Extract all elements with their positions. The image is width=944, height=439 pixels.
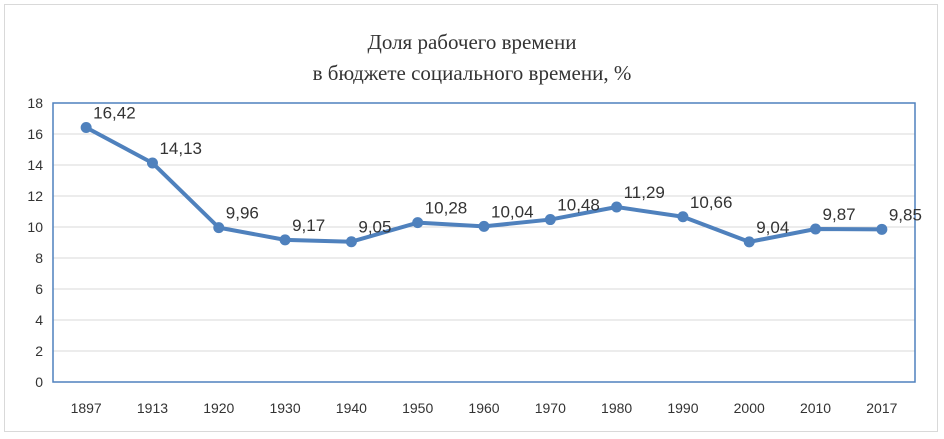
data-label: 10,66	[690, 193, 733, 212]
data-point	[279, 234, 291, 246]
chart-title-line-2: в бюджете социального времени, %	[312, 61, 632, 85]
data-point	[677, 211, 689, 223]
line-chart: 0 2 4 6 8 10 12 14 16 18 1897 1913 1920 1930 1940 1950 1…	[27, 95, 922, 416]
y-tick-label: 12	[27, 188, 43, 204]
chart-title: Доля рабочего времени в бюджете социальн…	[5, 27, 939, 89]
data-label: 11,29	[624, 183, 665, 202]
data-label: 9,17	[292, 216, 325, 235]
x-tick-label: 1920	[203, 400, 234, 416]
x-tick-label: 1970	[535, 400, 566, 416]
data-point	[876, 223, 888, 235]
data-label: 10,04	[491, 202, 534, 221]
x-tick-label: 1897	[71, 400, 102, 416]
data-point	[810, 223, 822, 235]
data-point	[478, 220, 490, 232]
y-tick-label: 2	[35, 343, 43, 359]
x-tick-label: 1980	[601, 400, 632, 416]
x-tick-label: 2017	[866, 400, 897, 416]
y-tick-label: 0	[35, 374, 43, 390]
x-tick-label: 1930	[269, 400, 300, 416]
data-label: 10,28	[425, 199, 468, 218]
data-point	[213, 222, 225, 234]
x-tick-label: 1913	[137, 400, 168, 416]
y-tick-label: 4	[35, 312, 43, 328]
data-point	[146, 157, 158, 169]
data-point	[743, 236, 755, 248]
data-label: 9,96	[226, 204, 259, 223]
data-label: 9,05	[358, 218, 391, 237]
x-tick-label: 1950	[402, 400, 433, 416]
data-point	[345, 236, 357, 248]
y-tick-label: 8	[35, 250, 43, 266]
y-tick-label: 16	[27, 126, 43, 142]
y-tick-label: 14	[27, 157, 43, 173]
x-tick-label: 1940	[336, 400, 367, 416]
y-tick-label: 18	[27, 95, 43, 111]
y-tick-label: 6	[35, 281, 43, 297]
data-point	[544, 214, 556, 226]
data-label: 14,13	[159, 139, 202, 158]
data-label: 10,48	[557, 196, 600, 215]
data-label: 9,04	[756, 218, 789, 237]
data-label: 9,87	[823, 205, 856, 224]
data-point	[80, 121, 92, 133]
data-point	[412, 217, 424, 229]
x-tick-label: 2000	[734, 400, 765, 416]
x-tick-label: 1960	[468, 400, 499, 416]
x-tick-label: 2010	[800, 400, 831, 416]
data-point	[611, 201, 623, 213]
data-label: 9,85	[889, 205, 922, 224]
plot-area-border	[52, 102, 916, 383]
chart-frame: Доля рабочего времени в бюджете социальн…	[4, 4, 938, 432]
chart-title-line-1: Доля рабочего времени	[367, 30, 577, 54]
x-tick-label: 1990	[667, 400, 698, 416]
y-tick-label: 10	[27, 219, 43, 235]
data-label: 16,42	[93, 103, 136, 122]
